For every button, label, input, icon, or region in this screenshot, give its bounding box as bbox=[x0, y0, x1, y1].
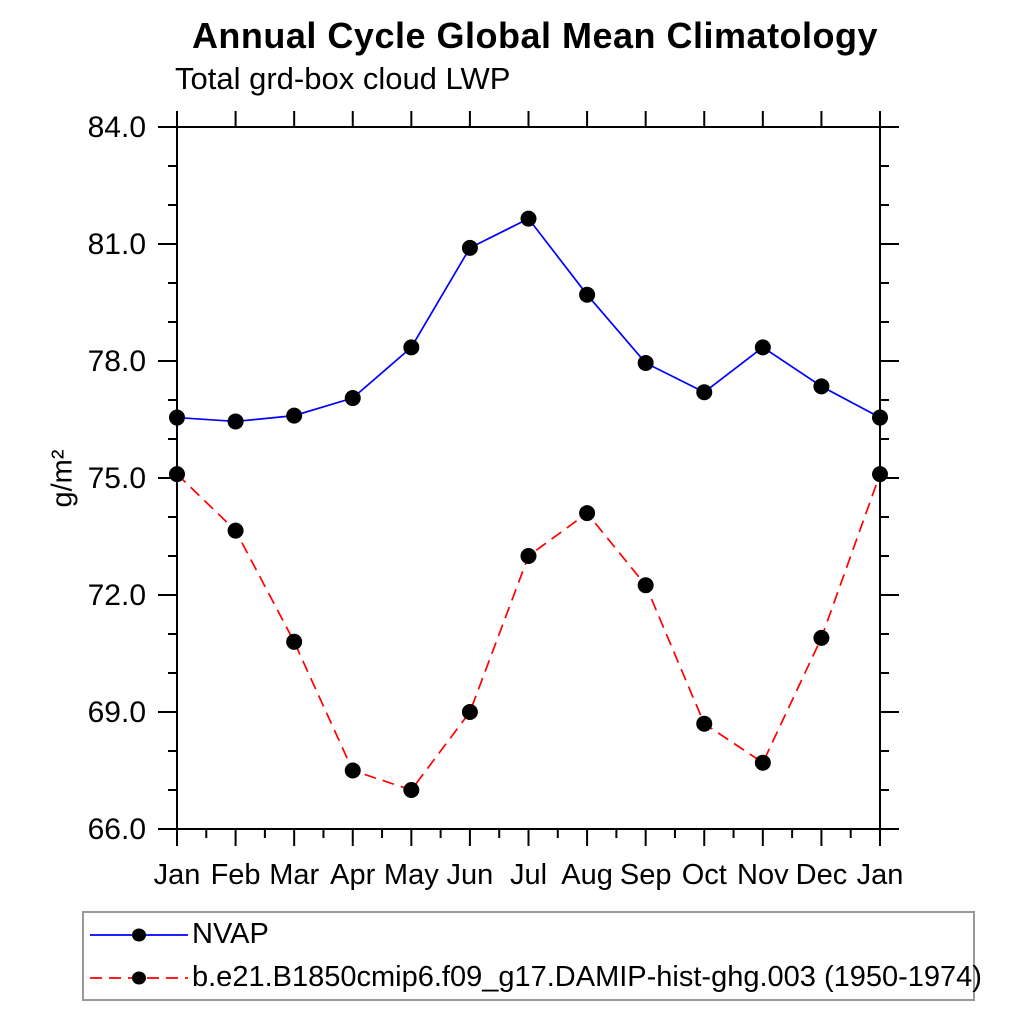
legend-item-nvap: NVAP bbox=[84, 913, 973, 956]
x-tick-label: May bbox=[384, 859, 439, 891]
series-marker-0 bbox=[813, 378, 830, 395]
x-tick-label: Jun bbox=[447, 859, 494, 891]
y-tick-label: 72.0 bbox=[88, 579, 146, 612]
series-marker-1 bbox=[520, 548, 537, 564]
x-tick-label: Jan bbox=[154, 859, 201, 891]
y-tick-label: 69.0 bbox=[88, 696, 146, 729]
series-marker-0 bbox=[461, 239, 478, 256]
series-marker-1 bbox=[813, 629, 830, 646]
series-marker-0 bbox=[227, 413, 244, 430]
series-marker-0 bbox=[637, 354, 654, 371]
series-marker-1 bbox=[637, 577, 654, 594]
y-tick-label: 78.0 bbox=[88, 345, 146, 378]
series-marker-0 bbox=[872, 409, 888, 426]
legend-line-sample-solid bbox=[90, 928, 188, 941]
series-marker-0 bbox=[696, 384, 713, 401]
series-marker-1 bbox=[286, 633, 303, 650]
y-tick-label: 81.0 bbox=[88, 228, 146, 261]
x-tick-label: Aug bbox=[561, 859, 613, 891]
series-marker-0 bbox=[579, 286, 596, 303]
series-marker-1 bbox=[696, 715, 713, 732]
series-marker-1 bbox=[872, 466, 888, 483]
legend: NVAP b.e21.B1850cmip6.f09_g17.DAMIP-hist… bbox=[82, 911, 982, 1001]
x-tick-label: Dec bbox=[796, 859, 848, 891]
series-marker-0 bbox=[754, 339, 771, 356]
series-marker-1 bbox=[754, 754, 771, 771]
series-marker-0 bbox=[344, 390, 361, 407]
series-marker-1 bbox=[403, 782, 420, 798]
chart-title: Annual Cycle Global Mean Climatology bbox=[191, 15, 879, 56]
legend-marker-dot bbox=[132, 971, 146, 984]
legend-item-model: b.e21.B1850cmip6.f09_g17.DAMIP-hist-ghg.… bbox=[84, 956, 982, 999]
series-marker-0 bbox=[403, 339, 420, 356]
x-tick-label: Mar bbox=[269, 859, 319, 891]
y-tick-label: 75.0 bbox=[88, 462, 146, 495]
series-line-0 bbox=[176, 217, 881, 423]
legend-line-sample-dashed bbox=[90, 971, 188, 984]
series-line-1 bbox=[176, 473, 881, 791]
plot-frame bbox=[176, 126, 881, 830]
x-tick-label: Apr bbox=[330, 859, 375, 891]
legend-marker-dot bbox=[132, 928, 146, 941]
series-marker-0 bbox=[286, 407, 303, 424]
series-marker-1 bbox=[461, 704, 478, 720]
series-marker-1 bbox=[169, 466, 185, 483]
series-marker-0 bbox=[169, 409, 185, 426]
series-marker-1 bbox=[227, 522, 244, 539]
y-tick-label: 66.0 bbox=[88, 813, 146, 846]
series-marker-1 bbox=[344, 762, 361, 779]
legend-label-model: b.e21.B1850cmip6.f09_g17.DAMIP-hist-ghg.… bbox=[192, 961, 982, 993]
x-tick-label: Sep bbox=[620, 859, 672, 891]
x-tick-label: Jan bbox=[857, 859, 904, 891]
x-tick-label: Nov bbox=[737, 859, 789, 891]
x-tick-label: Oct bbox=[682, 859, 727, 891]
chart-subtitle: Total grd-box cloud LWP bbox=[175, 61, 511, 96]
legend-label-nvap: NVAP bbox=[192, 918, 269, 950]
series-marker-0 bbox=[520, 210, 537, 227]
x-tick-label: Feb bbox=[211, 859, 261, 891]
series-marker-1 bbox=[579, 505, 596, 522]
x-tick-label: Jul bbox=[510, 859, 547, 891]
y-tick-label: 84.0 bbox=[88, 111, 146, 144]
